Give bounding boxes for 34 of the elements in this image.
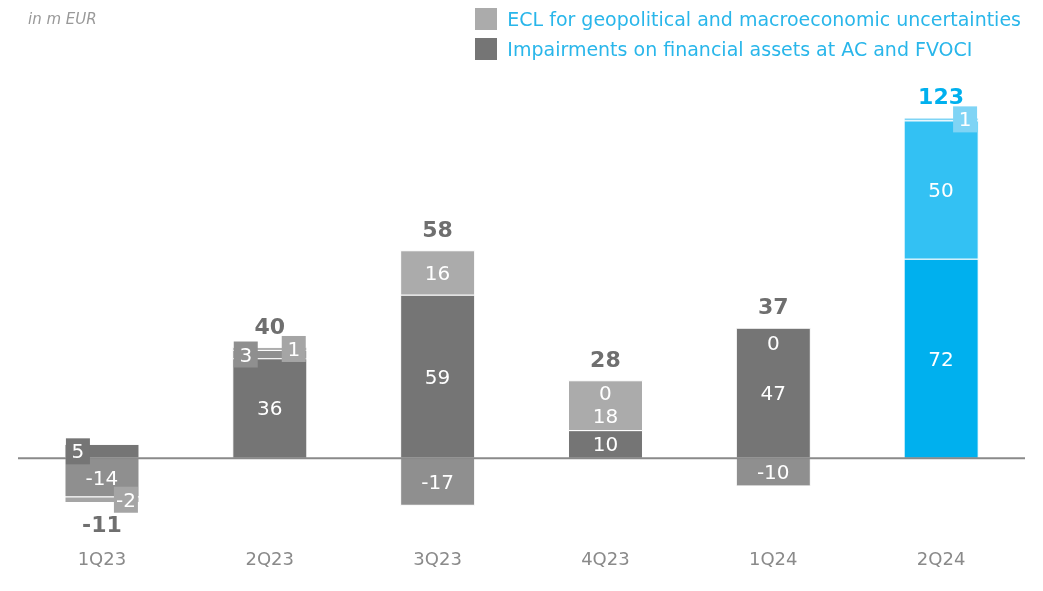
x-tick-label: 2Q23 [245, 547, 295, 569]
data-label: -2 [115, 487, 136, 512]
x-tick-label: 1Q23 [77, 547, 127, 569]
data-label: -14 [85, 465, 119, 490]
data-label: 59 [424, 364, 451, 389]
x-tick-label: 4Q23 [581, 547, 630, 569]
total-label: 40 [254, 313, 286, 339]
x-tick-label: 1Q24 [748, 547, 798, 569]
x-tick-label: 3Q23 [413, 547, 462, 569]
total-label: 37 [757, 294, 789, 320]
data-label: 3 [239, 342, 253, 367]
data-label: 1 [958, 107, 972, 132]
data-label: 50 [928, 177, 954, 202]
data-label: 36 [257, 396, 283, 421]
total-label: 123 [918, 84, 965, 109]
chart-subtitle: in m EUR [28, 10, 97, 28]
data-label: 16 [424, 260, 451, 285]
data-label: 72 [928, 346, 954, 371]
data-label: -10 [756, 460, 790, 485]
data-label: 5 [71, 439, 85, 464]
x-tick-label: 2Q24 [916, 547, 966, 569]
bar [735, 327, 811, 459]
data-label: 0 [599, 380, 612, 405]
data-label: -17 [421, 469, 454, 494]
total-label: 28 [590, 346, 621, 372]
total-label: -11 [82, 512, 122, 538]
data-label: 47 [760, 381, 786, 406]
data-label: 10 [592, 432, 619, 457]
total-label: 58 [422, 216, 453, 242]
data-label: 1 [287, 336, 301, 361]
data-label: 0 [766, 331, 780, 356]
legend-label: ECL for geopolitical and macroeconomic uncertainties [507, 8, 1021, 30]
legend-label: Impairments on financial assets at AC and FVOCI [507, 38, 973, 60]
data-label: 18 [592, 403, 619, 428]
